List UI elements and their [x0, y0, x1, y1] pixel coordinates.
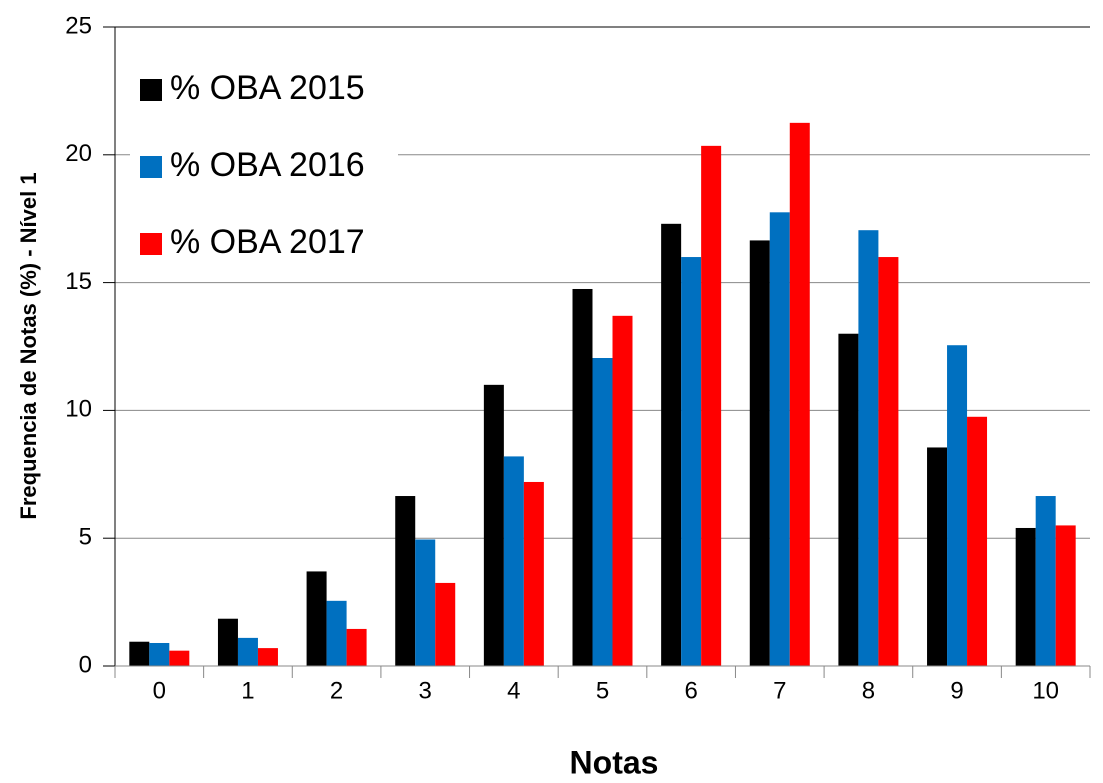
bar	[612, 315, 633, 666]
x-axis-label: Notas	[570, 744, 659, 780]
x-tick-label: 9	[950, 677, 963, 704]
bar	[523, 481, 544, 666]
x-tick-label: 4	[507, 677, 520, 704]
y-axis-label: Frequencia de Notas (%) - Nível 1	[16, 172, 41, 519]
bar	[858, 230, 879, 666]
bar	[947, 345, 968, 666]
bar	[257, 648, 278, 666]
bar	[701, 145, 722, 666]
bar	[838, 333, 859, 666]
x-tick-label: 8	[862, 677, 875, 704]
bar	[503, 456, 524, 666]
y-tick-label: 25	[65, 12, 92, 39]
x-tick-label: 0	[153, 677, 166, 704]
y-tick-label: 20	[65, 140, 92, 167]
bar	[435, 582, 456, 666]
legend-swatch	[140, 156, 162, 178]
bar	[1015, 527, 1036, 666]
legend-swatch	[140, 233, 162, 255]
bar	[1035, 496, 1056, 666]
bar	[346, 628, 367, 666]
bar	[927, 447, 948, 666]
bar	[592, 358, 613, 666]
y-tick-label: 5	[79, 524, 92, 551]
bar	[681, 257, 702, 666]
bar	[1055, 525, 1076, 666]
bar	[769, 212, 790, 666]
bar	[326, 600, 347, 666]
x-tick-label: 3	[419, 677, 432, 704]
legend-box	[130, 60, 398, 272]
bar	[483, 384, 504, 666]
bar	[572, 288, 593, 666]
x-tick-label: 7	[773, 677, 786, 704]
legend-label: % OBA 2016	[170, 146, 365, 184]
bar	[789, 122, 810, 667]
y-tick-label: 15	[65, 268, 92, 295]
bar	[967, 416, 988, 666]
y-tick-label: 10	[65, 396, 92, 423]
bar	[878, 257, 899, 666]
x-tick-label: 1	[241, 677, 254, 704]
bar	[661, 223, 682, 666]
bar	[129, 641, 150, 666]
bar	[217, 618, 238, 666]
x-tick-label: 10	[1032, 677, 1059, 704]
bar	[749, 240, 770, 666]
legend-swatch	[140, 79, 162, 101]
bar	[169, 650, 190, 666]
bar	[415, 539, 436, 666]
x-tick-label: 6	[684, 677, 697, 704]
bar	[306, 571, 327, 666]
y-tick-label: 0	[79, 651, 92, 678]
bar	[149, 642, 170, 666]
bar	[237, 637, 258, 666]
legend-label: % OBA 2015	[170, 69, 365, 107]
legend-label: % OBA 2017	[170, 223, 365, 261]
x-tick-label: 2	[330, 677, 343, 704]
bar	[395, 496, 416, 666]
x-tick-label: 5	[596, 677, 609, 704]
